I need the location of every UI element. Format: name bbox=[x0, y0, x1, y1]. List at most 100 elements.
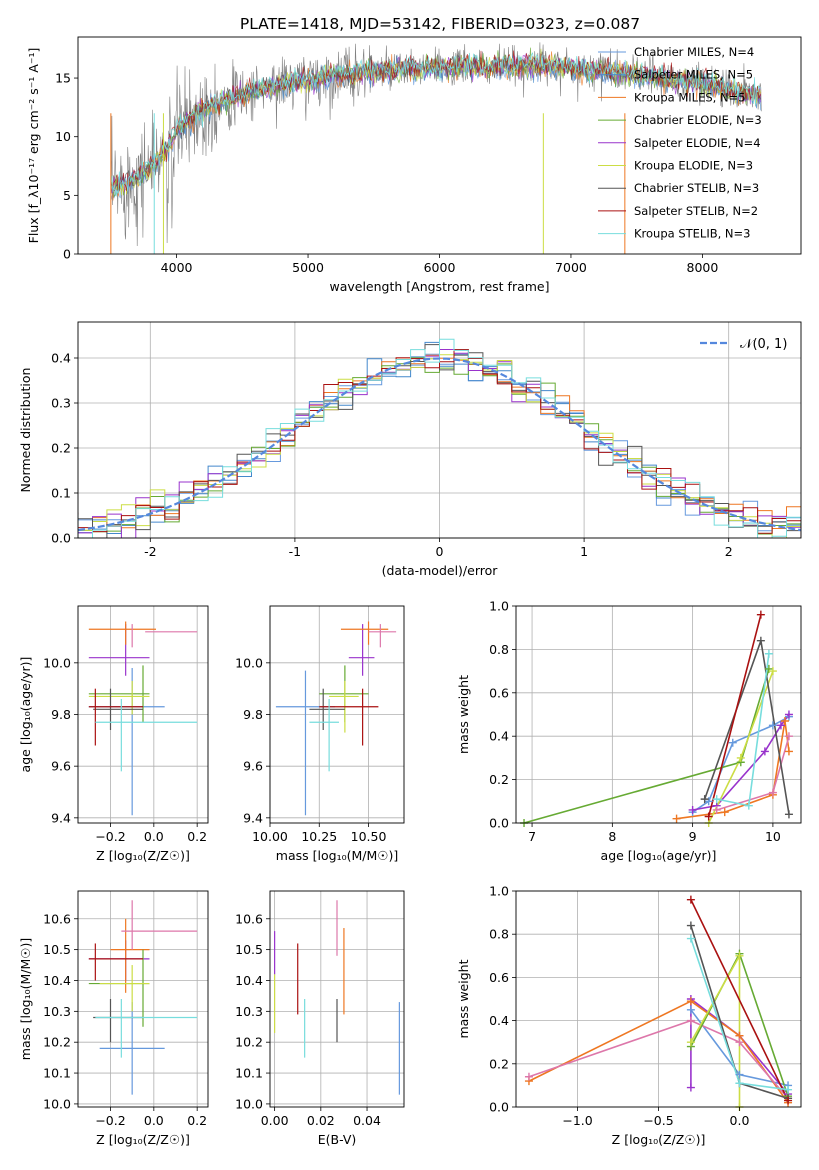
plus-marker bbox=[686, 997, 695, 1006]
plus-marker bbox=[780, 717, 789, 726]
histogram-steps bbox=[78, 349, 801, 538]
y-tick-label: 9.8 bbox=[243, 707, 263, 722]
model-spectrum-line bbox=[110, 50, 762, 192]
legend-entry: Chabrier MILES, N=4 bbox=[634, 45, 754, 59]
x-tick-label: 1 bbox=[580, 544, 588, 559]
gaussian-curve bbox=[78, 357, 801, 532]
y-tick-label: 0.0 bbox=[489, 816, 509, 831]
x-tick-label: 0.00 bbox=[261, 1113, 289, 1128]
x-tick-label: 0.0 bbox=[144, 829, 164, 844]
x-axis-label: mass [log₁₀(M/M☉)] bbox=[276, 848, 398, 863]
plus-marker bbox=[776, 721, 785, 730]
plus-marker bbox=[756, 636, 765, 645]
x-tick-label: 5000 bbox=[292, 260, 324, 275]
legend-entry: Kroupa MILES, N=5 bbox=[634, 90, 746, 104]
y-tick-label: 0.2 bbox=[489, 772, 509, 787]
y-tick-label: 10.0 bbox=[43, 655, 71, 670]
y-tick-label: 15 bbox=[55, 71, 71, 86]
plot-area bbox=[275, 621, 397, 816]
plus-marker bbox=[686, 1005, 695, 1014]
y-tick-label: 9.4 bbox=[243, 810, 263, 825]
y-tick-label: 0.4 bbox=[489, 1013, 509, 1028]
x-tick-label: 6000 bbox=[424, 260, 456, 275]
plus-marker bbox=[704, 797, 713, 806]
y-tick-label: 9.6 bbox=[243, 759, 263, 774]
y-tick-label: 0.6 bbox=[489, 970, 509, 985]
plus-marker bbox=[768, 667, 777, 676]
y-tick-label: 10.2 bbox=[235, 1035, 263, 1050]
x-tick-label: 0.04 bbox=[353, 1113, 381, 1128]
x-tick-label: 0.0 bbox=[730, 1113, 750, 1128]
x-tick-label: −0.5 bbox=[643, 1113, 673, 1128]
x-tick-label: 10.25 bbox=[301, 829, 337, 844]
mass-weight-line bbox=[676, 720, 790, 820]
plus-marker bbox=[735, 1079, 744, 1088]
plus-marker bbox=[756, 610, 765, 619]
y-tick-label: 9.8 bbox=[51, 707, 71, 722]
y-tick-label: 10.0 bbox=[43, 1096, 71, 1111]
plus-marker bbox=[524, 1072, 533, 1081]
y-axis-label: mass [log₁₀(M/M☉)] bbox=[18, 938, 33, 1060]
plus-marker bbox=[784, 1085, 793, 1094]
x-tick-label: 7 bbox=[528, 829, 536, 844]
plus-marker bbox=[712, 805, 721, 814]
y-tick-label: 10.3 bbox=[235, 1004, 263, 1019]
plus-marker bbox=[686, 934, 695, 943]
y-tick-label: 10.6 bbox=[235, 911, 263, 926]
x-tick-label: 10 bbox=[765, 829, 781, 844]
x-tick-label: 2 bbox=[725, 544, 733, 559]
plus-marker bbox=[712, 795, 721, 804]
residual-histogram-panel: -2 -1 0 1 2 0.0 0.1 0.2 0.3 0.4 (data-model)/error… bbox=[18, 321, 802, 578]
x-axis-label: age [log₁₀(age/yr)] bbox=[601, 848, 717, 863]
y-tick-label: 0.8 bbox=[489, 927, 509, 942]
plus-marker bbox=[784, 710, 793, 719]
y-tick-label: 10.2 bbox=[43, 1035, 71, 1050]
plus-marker bbox=[768, 788, 777, 797]
mass-weight-line bbox=[707, 614, 762, 817]
y-tick-label: 9.6 bbox=[51, 759, 71, 774]
plus-marker bbox=[686, 895, 695, 904]
x-tick-label: 8 bbox=[608, 829, 616, 844]
x-axis-label: (data-model)/error bbox=[382, 563, 499, 578]
x-tick-label: 0.2 bbox=[187, 1113, 207, 1128]
legend-entry: Kroupa ELODIE, N=3 bbox=[634, 159, 753, 173]
plus-marker bbox=[686, 1016, 695, 1025]
plus-marker bbox=[686, 1083, 695, 1092]
plus-marker bbox=[736, 753, 745, 762]
plus-marker bbox=[784, 810, 793, 819]
massweight-vs-z-panel: −1.0 −0.5 0.0 0.0 0.2 0.4 0.6 0.8 1.0 Z [log₁₀(Z/… bbox=[456, 884, 802, 1147]
plus-marker bbox=[735, 1038, 744, 1047]
y-tick-label: 1.0 bbox=[489, 884, 509, 899]
plus-marker bbox=[672, 814, 681, 823]
y-tick-label: 10.0 bbox=[235, 1096, 263, 1111]
plus-marker bbox=[744, 801, 753, 810]
x-tick-label: 0.2 bbox=[187, 829, 207, 844]
y-tick-label: 0.4 bbox=[489, 729, 509, 744]
model-spectrum-line bbox=[110, 51, 761, 197]
plot-area bbox=[78, 338, 801, 538]
y-tick-label: 0.3 bbox=[51, 396, 71, 411]
mass-vs-z-panel: −0.2 0.0 0.2 10.0 10.1 10.2 10.3 10.4 10.5 10.6 Z … bbox=[18, 890, 209, 1147]
y-tick-label: 0 bbox=[63, 247, 71, 262]
axes-frame bbox=[269, 890, 405, 1108]
y-tick-label: 0.6 bbox=[489, 685, 509, 700]
x-axis-label: Z [log₁₀(Z/Z☉)] bbox=[96, 1132, 190, 1147]
plus-marker bbox=[735, 1070, 744, 1079]
plus-marker bbox=[728, 738, 737, 747]
plus-marker bbox=[735, 951, 744, 960]
y-axis-label: Normed distribution bbox=[18, 368, 33, 493]
plus-marker bbox=[764, 649, 773, 658]
plus-marker bbox=[764, 664, 773, 673]
y-tick-label: 0.0 bbox=[51, 531, 71, 546]
plus-marker bbox=[784, 1096, 793, 1105]
legend-entry: Chabrier STELIB, N=3 bbox=[634, 181, 759, 195]
y-tick-label: 0.2 bbox=[51, 441, 71, 456]
x-tick-label: -2 bbox=[144, 544, 156, 559]
mass-weight-line bbox=[528, 1019, 789, 1099]
massweight-vs-age-panel: 7 8 9 10 0.0 0.2 0.4 0.6 0.8 1.0 age [log₁₀(age/yr… bbox=[456, 599, 802, 863]
plus-marker bbox=[686, 921, 695, 930]
mass-vs-ebv-panel: 0.00 0.02 0.04 10.0 10.1 10.2 10.3 10.4 10.5 10.6… bbox=[235, 890, 405, 1147]
x-tick-label: 0.0 bbox=[144, 1113, 164, 1128]
y-tick-label: 0.8 bbox=[489, 642, 509, 657]
